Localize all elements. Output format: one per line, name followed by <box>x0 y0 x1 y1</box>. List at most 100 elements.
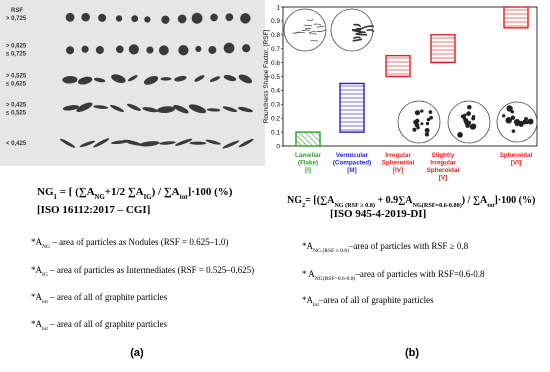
y-axis-label: Roundness Shape Factor, [RSF] <box>263 30 270 124</box>
particle <box>160 77 172 81</box>
text-segment: – area of all of graphite particles <box>48 319 168 329</box>
text-segment: * A <box>302 269 315 279</box>
graphite-flake <box>309 31 317 34</box>
nodule <box>510 110 514 114</box>
rsf-class-label: ≤ 0,625 <box>6 82 27 88</box>
range-bar <box>295 131 321 147</box>
formula: NG2= [(∑ANG (RSF ≥ 0.8) + 0.9∑ANG(RSF=0.… <box>287 195 535 209</box>
particle <box>222 140 240 149</box>
particle <box>222 106 238 112</box>
nodule <box>416 125 420 130</box>
y-tick-label: 0.8 <box>271 32 280 39</box>
particle <box>223 74 237 82</box>
particle <box>237 106 253 113</box>
graphite-flake <box>356 26 366 30</box>
category-label: (Compacted) <box>333 160 371 167</box>
rsf-header: RSF <box>11 8 23 14</box>
nodule <box>412 127 417 132</box>
y-tick-label: 0.4 <box>271 88 280 95</box>
particle <box>139 141 160 147</box>
graphite-flake <box>310 40 319 42</box>
rsf-class-label: ≤ 0,525 <box>6 111 27 117</box>
particle <box>146 46 154 54</box>
range-bar <box>339 82 365 133</box>
particle <box>191 12 203 24</box>
nodule <box>425 121 430 126</box>
particle <box>161 15 170 24</box>
nodule <box>465 123 470 128</box>
particle <box>111 74 126 84</box>
particle <box>98 13 107 22</box>
y-tick-label: 0.5 <box>271 74 280 81</box>
particle <box>206 108 221 112</box>
graphite-flake <box>364 25 375 29</box>
particle <box>77 76 93 85</box>
category-label: [IV] <box>393 167 403 174</box>
category-label: Spheroidal <box>382 160 415 167</box>
nodule <box>414 118 420 124</box>
graphite-flake <box>308 32 317 35</box>
rsf-class-label: > 0,625 <box>6 44 27 50</box>
text-segment: NG <box>95 194 106 201</box>
particle <box>210 13 218 22</box>
particle <box>205 139 221 145</box>
particle <box>178 45 189 56</box>
definition: *ANG (RSF ≥ 0.8)–area of particles with … <box>302 241 469 254</box>
standard: [ISO 945-4-2019-DI] <box>330 208 426 220</box>
text-segment: *A <box>31 319 43 329</box>
rsf-class-label: ≤ 0,725 <box>6 52 27 58</box>
text-segment: ]·100 (%) <box>188 186 233 198</box>
definition: *ANG – area of particles as Nodules (RSF… <box>31 237 228 250</box>
y-tick-label: 0.6 <box>271 60 280 67</box>
y-tick-label: 0.1 <box>271 129 280 136</box>
nodule <box>463 113 467 118</box>
particle <box>174 75 187 82</box>
text-segment: ]·100 (%) <box>494 195 535 206</box>
particle <box>81 45 89 53</box>
nodule <box>502 114 506 118</box>
graphite-flake <box>355 32 364 36</box>
text-segment: NG(RSF=0.6-0.8) <box>315 275 356 282</box>
particle <box>81 12 90 22</box>
category-label: Lamellar <box>295 152 321 159</box>
definition: * ANG(RSF=0.6-0.8)–area of particles wit… <box>302 269 485 282</box>
particle <box>195 45 202 53</box>
text-segment: IG <box>42 272 48 278</box>
range-bar <box>385 54 411 78</box>
text-segment: 2 <box>302 202 305 209</box>
particle <box>93 138 110 148</box>
particle <box>142 107 158 113</box>
particle <box>127 75 138 82</box>
graphite-flake <box>357 31 367 35</box>
nodule <box>463 118 469 124</box>
particle <box>189 141 207 145</box>
particles <box>59 12 254 149</box>
nodule <box>424 127 430 133</box>
vermicular-image <box>330 8 374 52</box>
graphite-flake <box>316 29 326 32</box>
text-segment: tot <box>487 202 495 209</box>
nodule <box>514 121 520 127</box>
category-label: [I] <box>305 167 311 174</box>
particle <box>110 104 125 113</box>
category-label: Spheroidal <box>500 152 533 159</box>
text-segment: IG <box>144 194 153 201</box>
y-tick-label: 1 <box>276 4 280 11</box>
text-segment: = [(∑A <box>305 195 335 206</box>
nodule <box>527 118 534 125</box>
particle <box>158 45 169 56</box>
image-dots <box>292 19 534 138</box>
particle <box>123 139 142 146</box>
particle <box>62 105 80 111</box>
nodule <box>457 132 463 138</box>
particle <box>59 138 76 148</box>
nodule <box>414 110 421 116</box>
text-segment: *A <box>302 241 314 251</box>
y-tick-label: 0.7 <box>271 46 280 53</box>
y-tick-label: 0.2 <box>271 116 280 123</box>
particle <box>157 106 176 114</box>
particle <box>159 141 176 145</box>
text-segment: – area of particles as Nodules (RSF = 0.… <box>50 237 228 247</box>
nodule <box>469 123 476 130</box>
text-segment: *A <box>302 295 314 305</box>
